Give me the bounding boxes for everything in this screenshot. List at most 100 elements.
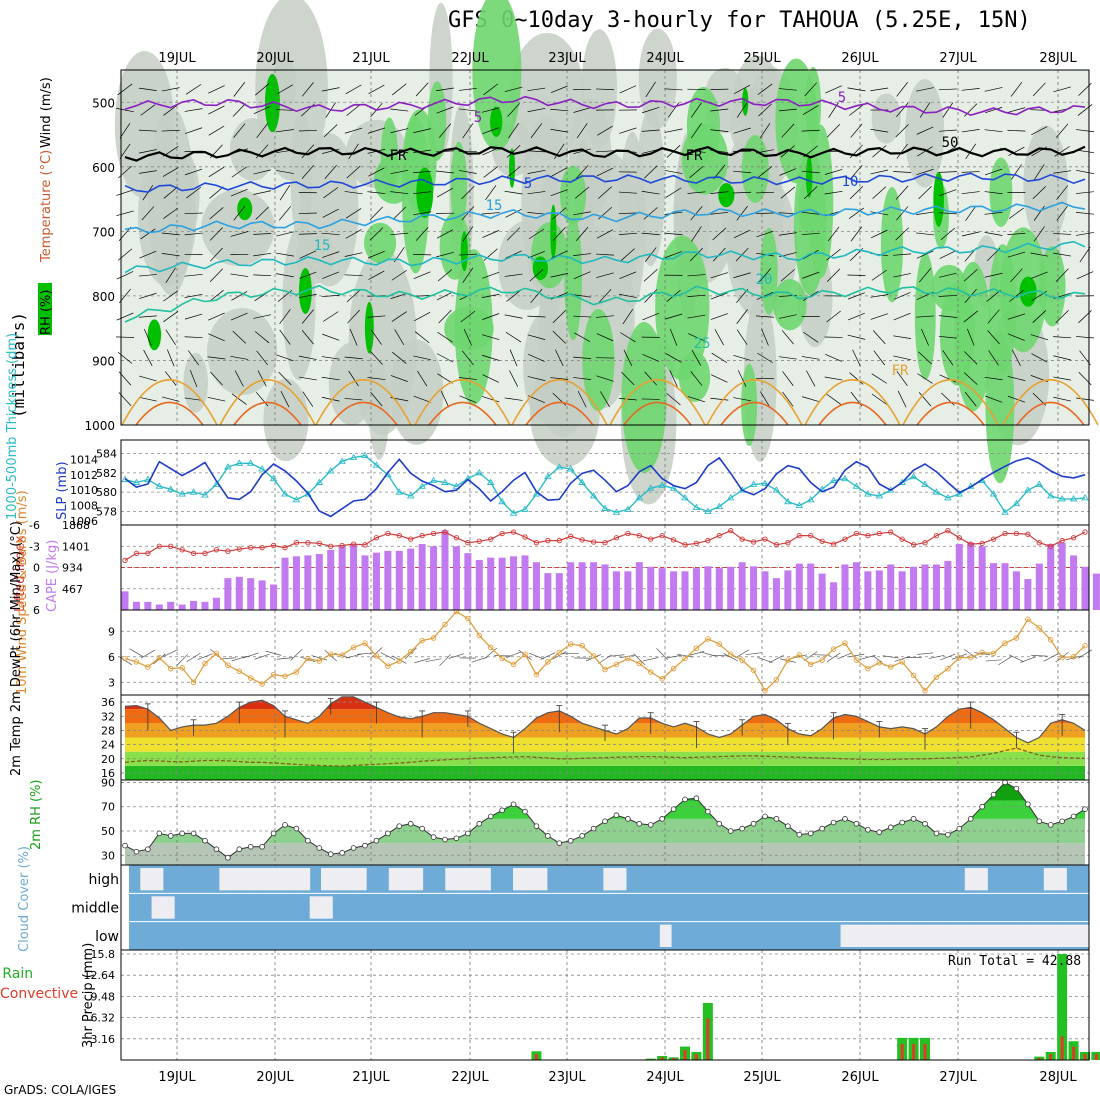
wind-barb bbox=[322, 271, 340, 279]
isotherm bbox=[315, 379, 412, 426]
temp-tick: 32 bbox=[101, 710, 115, 723]
wind-barb bbox=[527, 315, 546, 318]
thickness-point bbox=[201, 491, 209, 498]
wind-barb bbox=[166, 349, 175, 367]
rh-area bbox=[773, 279, 807, 331]
wind-barb bbox=[440, 390, 450, 408]
wind-barb bbox=[665, 187, 682, 198]
precip-convective-bar bbox=[683, 1049, 687, 1060]
wind-barb bbox=[461, 206, 475, 221]
wind-barb bbox=[483, 166, 499, 178]
rh-area bbox=[368, 359, 390, 460]
wind-barb bbox=[344, 398, 363, 401]
wind-barb bbox=[850, 164, 863, 180]
thickness-point bbox=[429, 476, 438, 484]
wind-barb bbox=[873, 350, 886, 366]
wind-barb bbox=[1053, 170, 1072, 174]
wind-barb bbox=[733, 354, 751, 361]
isotherm bbox=[1016, 401, 1085, 426]
li-point bbox=[659, 532, 665, 539]
day-label-bottom: 24JUL bbox=[646, 1070, 684, 1085]
wind-barb bbox=[1007, 333, 1025, 341]
day-axes: 19JUL 19JUL 20JUL 20JUL 21JUL 21JUL 22JUL 22JUL… bbox=[158, 51, 1077, 1085]
wind-barb bbox=[870, 211, 889, 216]
wind-barb bbox=[1009, 654, 1024, 663]
wind-barb bbox=[895, 185, 909, 200]
wind-barb bbox=[600, 391, 610, 408]
cloud-cell bbox=[885, 924, 898, 947]
cape-bar bbox=[258, 580, 266, 610]
rh-area bbox=[207, 308, 278, 396]
cape-bar bbox=[612, 571, 620, 610]
thickness-point bbox=[921, 480, 929, 487]
wind-barb bbox=[253, 169, 271, 175]
rh-area bbox=[148, 106, 195, 296]
wind-barb bbox=[256, 123, 268, 139]
cape-bar bbox=[167, 601, 175, 610]
wind-barb bbox=[298, 293, 317, 298]
cloud-row-label: high bbox=[88, 872, 119, 888]
precip-panel: 3.16 6.32 9.48 12.64 15.8 Run Total = 42.88 3h… bbox=[0, 943, 1100, 1061]
wind-barb bbox=[139, 250, 157, 259]
wind-barb bbox=[1056, 123, 1069, 138]
wind-barb bbox=[642, 657, 659, 662]
rh-point bbox=[1047, 822, 1054, 828]
run-total-label: Run Total = 42.88 bbox=[948, 954, 1081, 969]
wind-barb bbox=[163, 186, 178, 199]
li-tick: 3 bbox=[33, 583, 40, 596]
wind10m-panel: 3 6 9 10m Wind Speed & Barbs (m/s) bbox=[15, 490, 1092, 696]
wind-barb bbox=[209, 207, 224, 220]
wind-speed-point bbox=[636, 660, 643, 667]
cape-bar bbox=[144, 601, 152, 610]
wind-barb bbox=[210, 371, 223, 386]
wind-barb bbox=[165, 267, 176, 284]
wind-speed-point bbox=[156, 654, 163, 661]
wind-barb bbox=[504, 314, 523, 319]
rh-area bbox=[230, 118, 276, 181]
thickness-point bbox=[1081, 494, 1089, 501]
rh-area bbox=[450, 141, 468, 232]
wind-barb bbox=[162, 167, 179, 177]
wind-barb bbox=[436, 229, 454, 239]
rh-point bbox=[636, 820, 643, 827]
thickness-point bbox=[292, 495, 301, 503]
wind-barb bbox=[255, 206, 269, 220]
day-label-top: 24JUL bbox=[646, 51, 684, 66]
wind-barb bbox=[481, 334, 500, 341]
wind-speed-point bbox=[236, 668, 243, 674]
wind-speed-point bbox=[659, 676, 665, 682]
wind-barb bbox=[916, 168, 934, 176]
cloud-cell bbox=[840, 924, 853, 947]
rh-area bbox=[263, 378, 309, 462]
rh-point bbox=[785, 823, 791, 829]
wind-barb bbox=[896, 143, 908, 159]
cloud-cell bbox=[524, 868, 537, 891]
wind-barb bbox=[1054, 146, 1070, 157]
wind-barb bbox=[595, 253, 615, 256]
wind-barb bbox=[998, 656, 1012, 666]
wind-barb bbox=[690, 206, 703, 221]
rh-point bbox=[682, 796, 688, 803]
li-point bbox=[853, 530, 860, 537]
wind-barb bbox=[129, 648, 144, 658]
wind-barb bbox=[942, 102, 954, 118]
wind-barb bbox=[1043, 653, 1058, 662]
li-point bbox=[430, 530, 437, 537]
wind-barb bbox=[735, 649, 750, 659]
cape-bar bbox=[990, 563, 998, 610]
thickness-point bbox=[1035, 480, 1044, 487]
cape-bar bbox=[155, 604, 163, 610]
wind-barb bbox=[348, 143, 359, 160]
wind-barb bbox=[253, 106, 271, 115]
wind-speed-point bbox=[327, 651, 334, 657]
wind-barb bbox=[184, 108, 203, 112]
li-line bbox=[124, 530, 1086, 561]
wind-barb bbox=[984, 376, 1003, 381]
wind-barb bbox=[115, 336, 135, 338]
precip-convective-bar bbox=[1094, 1053, 1098, 1060]
rh-point bbox=[419, 825, 425, 832]
thickness-point bbox=[189, 488, 198, 495]
rh-point bbox=[922, 820, 928, 827]
wind-barb bbox=[938, 129, 957, 132]
